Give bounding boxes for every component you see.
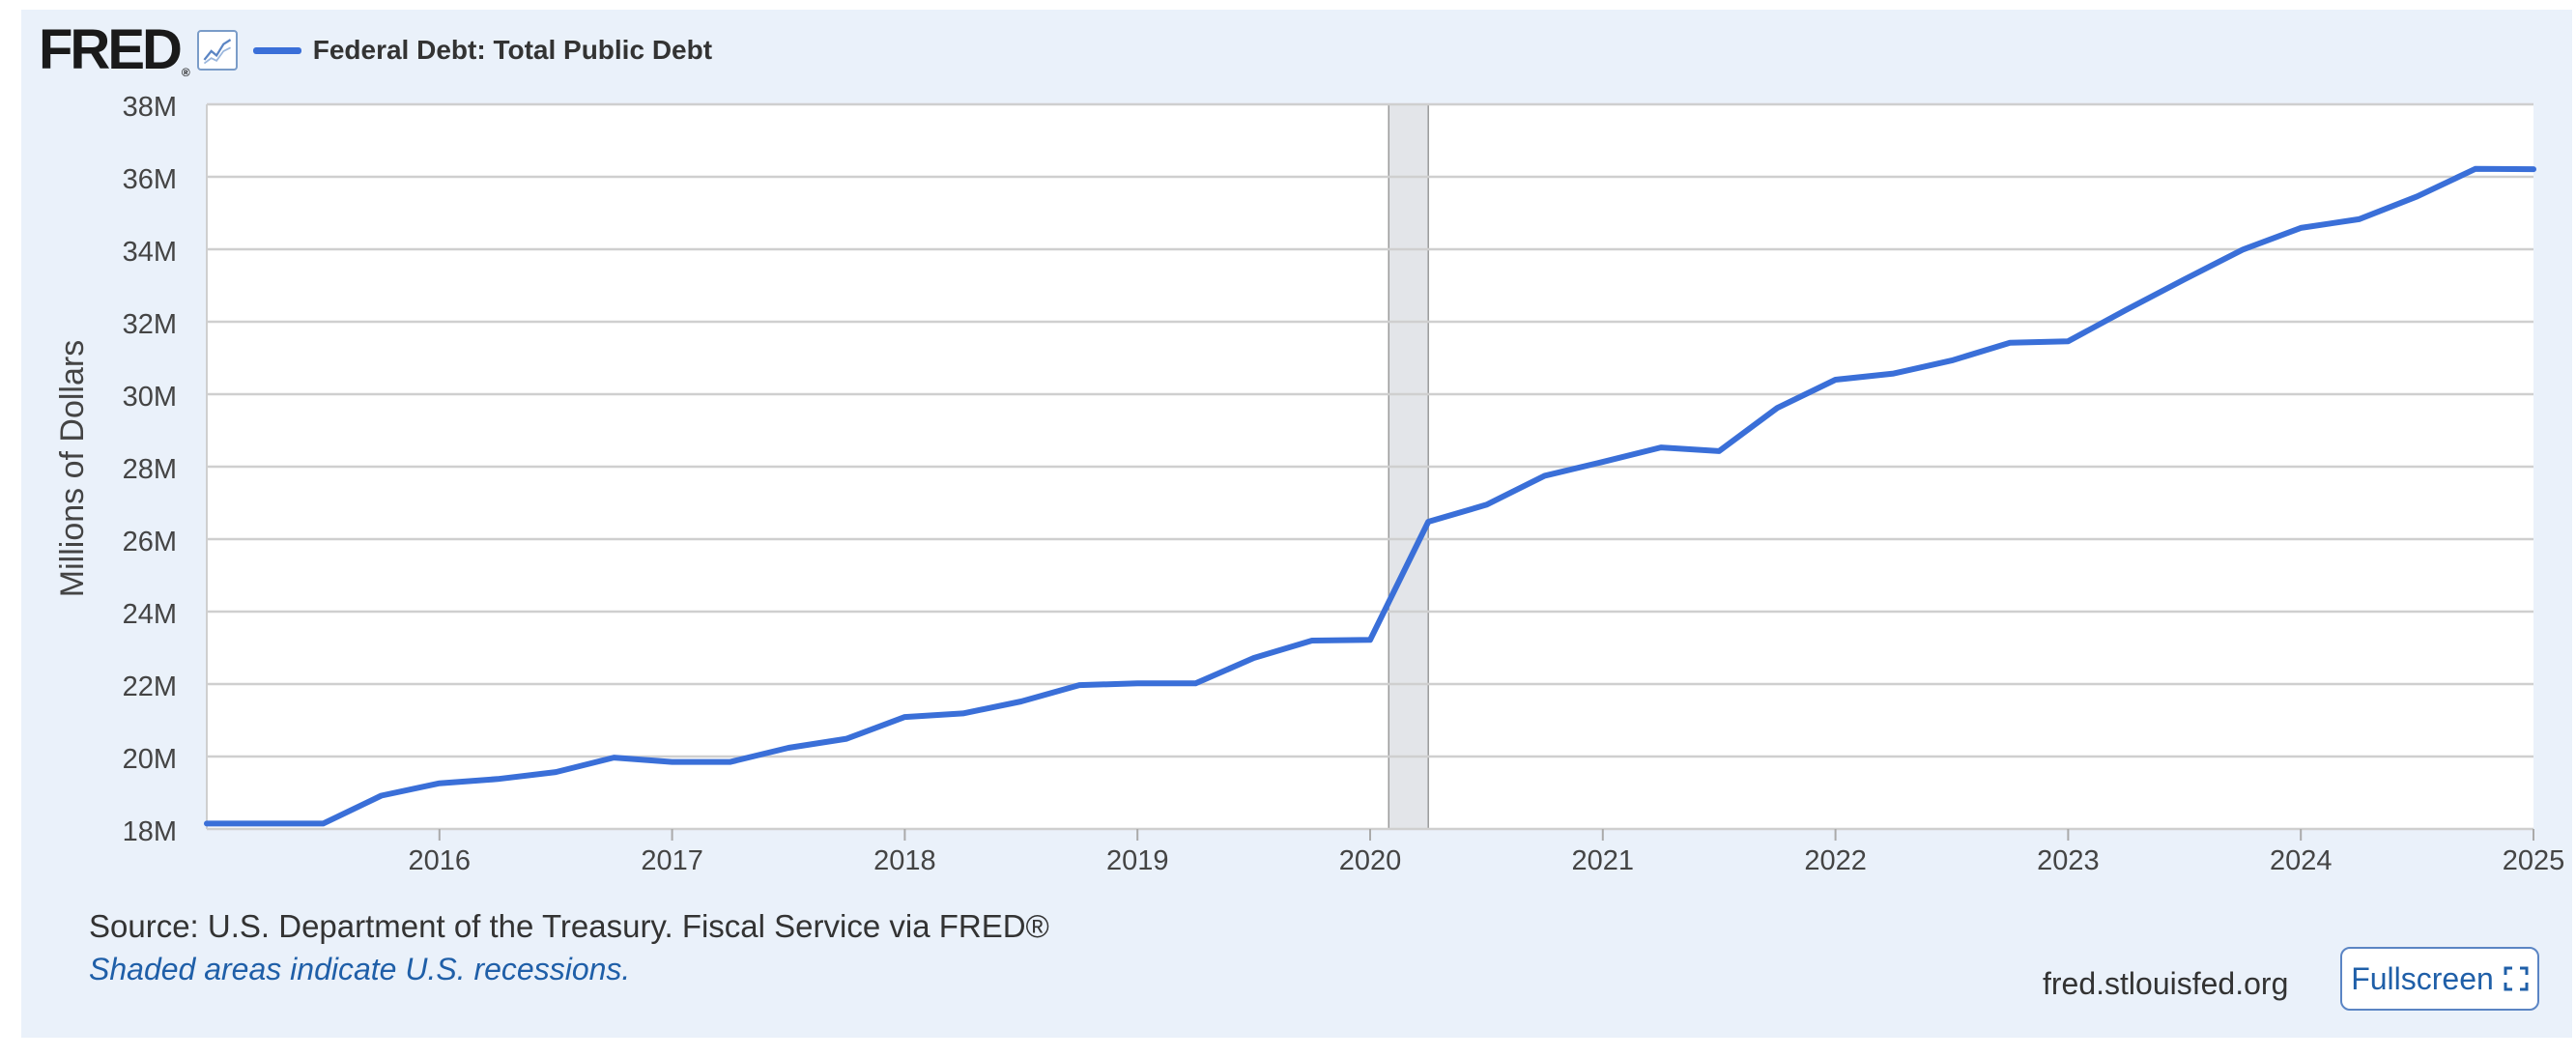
x-tick-label: 2019 (1106, 845, 1169, 876)
x-tick-label: 2017 (641, 845, 703, 876)
y-tick-label: 20M (123, 744, 177, 775)
y-tick-label: 36M (123, 164, 177, 195)
y-tick-label: 24M (123, 599, 177, 630)
fullscreen-button[interactable]: Fullscreen (2340, 947, 2539, 1011)
fullscreen-label: Fullscreen (2351, 960, 2494, 996)
legend-label: Federal Debt: Total Public Debt (312, 35, 713, 65)
x-tick-label: 2025 (2503, 845, 2565, 876)
line-chart: 18M 20M 22M 24M 26M 28M 30M 32M 34M 36M 38M 2016 20… (54, 92, 2565, 876)
y-tick-label: 18M (123, 816, 177, 847)
legend: Federal Debt: Total Public Debt (252, 35, 713, 66)
y-tick-label: 28M (123, 454, 177, 485)
y-axis-label: Millions of Dollars (54, 340, 91, 597)
y-tick-label: 38M (123, 92, 177, 123)
x-tick-label: 2023 (2037, 845, 2100, 876)
chart-header: FRED ® Federal Debt: Total Public Debt (39, 22, 713, 79)
y-tick-label: 32M (123, 309, 177, 340)
y-tick-label: 34M (123, 237, 177, 268)
x-tick-label: 2018 (873, 845, 936, 876)
legend-swatch (252, 46, 301, 54)
graph-icon[interactable] (196, 30, 238, 71)
y-tick-label: 26M (123, 527, 177, 557)
fred-logo-text: FRED (39, 18, 183, 81)
x-tick-label: 2022 (1804, 845, 1867, 876)
x-tick-label: 2016 (409, 845, 472, 876)
series-line-0[interactable] (204, 165, 2536, 827)
x-tick-label: 2021 (1572, 845, 1635, 876)
x-tick-label: 2024 (2270, 845, 2333, 876)
x-tick-label: 2020 (1339, 845, 1402, 876)
fullscreen-icon (2504, 966, 2529, 991)
source-text: Source: U.S. Department of the Treasury.… (89, 908, 1049, 944)
site-url[interactable]: fred.stlouisfed.org (2043, 966, 2289, 1001)
recession-note: Shaded areas indicate U.S. recessions. (89, 952, 631, 986)
y-tick-label: 30M (123, 382, 177, 413)
fred-logo[interactable]: FRED ® (39, 22, 190, 79)
fred-logo-reg: ® (181, 66, 190, 79)
y-tick-label: 22M (123, 671, 177, 702)
